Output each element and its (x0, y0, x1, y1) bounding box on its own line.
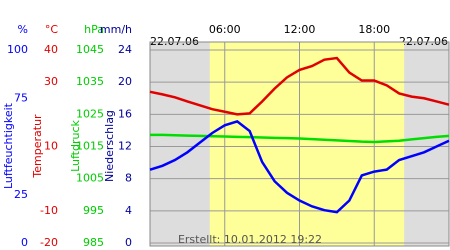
plot-frame (149, 41, 450, 247)
axis-title: Luftfeuchtigkeit (2, 102, 15, 189)
y-tick-label: 995 (83, 204, 104, 217)
y-tick-label: 1015 (76, 140, 104, 153)
y-tick-label: 985 (83, 236, 104, 249)
y-tick-label: 4 (125, 204, 132, 217)
y-tick-label: 1005 (76, 172, 104, 185)
axis-unit: hPa (84, 23, 104, 36)
y-tick-label: 40 (44, 43, 58, 56)
series-line (149, 56, 450, 116)
axis-unit: °C (45, 23, 59, 36)
y-tick-label: 25 (14, 188, 28, 201)
axis-unit: % (18, 23, 28, 36)
y-tick-label: 16 (118, 107, 132, 120)
axis-unit: mm/h (100, 23, 132, 36)
y-tick-label: 24 (118, 43, 132, 56)
y-tick-label: 30 (44, 75, 58, 88)
y-tick-label: 12 (118, 140, 132, 153)
axis-title: Niederschlag (103, 110, 116, 182)
daylight (209, 42, 405, 246)
series-line (149, 120, 450, 214)
series-line (150, 133, 450, 144)
y-tick-label: 0 (125, 236, 132, 249)
y-tick-label: 1025 (76, 107, 104, 120)
x-tick-label: 06:00 (209, 23, 241, 36)
y-tick-label: 8 (125, 172, 132, 185)
y-tick-label: 100 (7, 43, 28, 56)
axis-title: Luftdruck (69, 119, 82, 171)
x-tick-label: 18:00 (358, 23, 390, 36)
y-tick-label: 1045 (76, 43, 104, 56)
x-tick-label: 12:00 (284, 23, 316, 36)
y-tick-label: -10 (40, 204, 58, 217)
y-tick-label: 1035 (76, 75, 104, 88)
axis-title: Temperatur (31, 114, 44, 179)
y-tick-label: 0 (21, 236, 28, 249)
y-tick-label: 75 (14, 91, 28, 104)
y-tick-label: 10 (44, 140, 58, 153)
footer: Erstellt: 10.01.2012 19:22 (178, 233, 322, 246)
y-tick-label: -20 (40, 236, 58, 249)
y-tick-label: 20 (118, 75, 132, 88)
